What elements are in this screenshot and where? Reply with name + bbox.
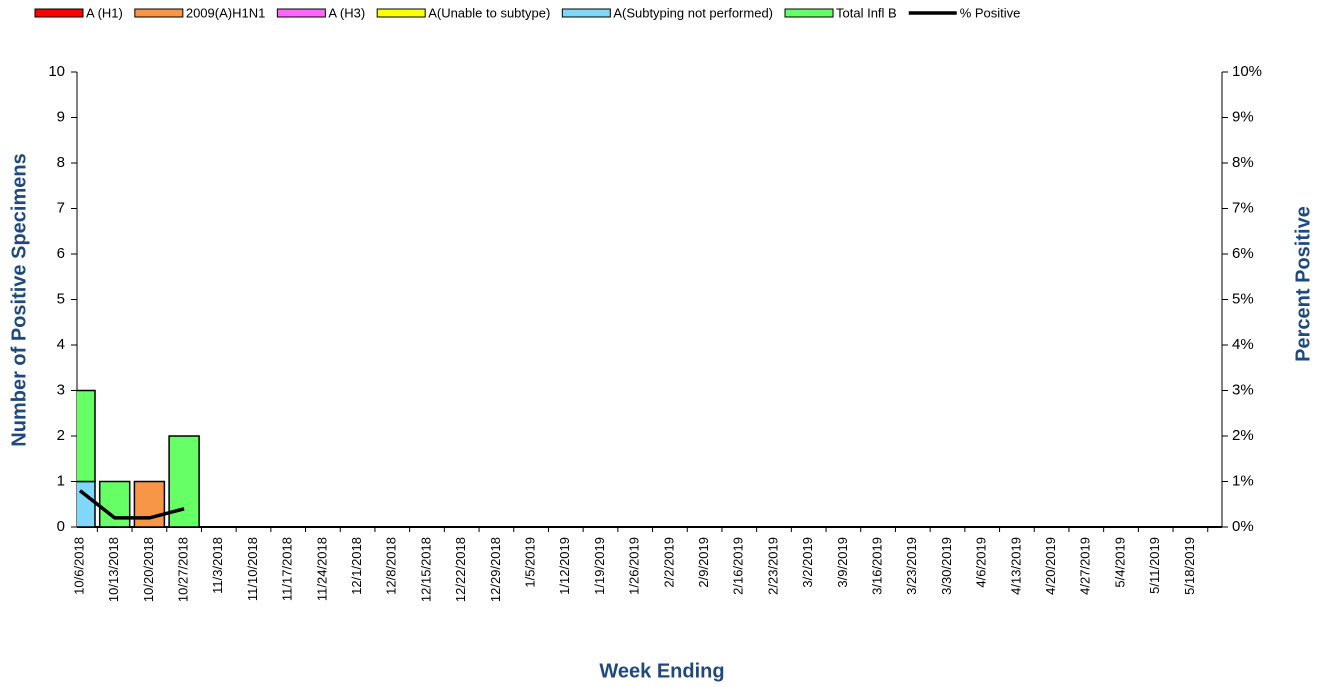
x-tick-label: 3/30/2019 [939, 537, 954, 595]
x-tick-label: 12/1/2018 [349, 537, 364, 595]
y2-tick-label: 1% [1232, 472, 1254, 489]
y-tick-label: 3 [57, 381, 65, 398]
x-tick-label: 5/18/2019 [1182, 537, 1197, 595]
y-tick-label: 5 [57, 290, 65, 307]
legend-swatch [784, 8, 834, 18]
y-tick-label: 2 [57, 427, 65, 444]
y2-tick-label: 10% [1232, 63, 1262, 80]
x-tick-label: 5/11/2019 [1147, 537, 1162, 594]
x-tick-label: 5/4/2019 [1112, 537, 1127, 588]
legend-swatch [134, 8, 184, 18]
x-tick-label: 1/26/2019 [627, 537, 642, 595]
legend-label: A (H3) [328, 5, 365, 20]
legend-label: 2009(A)H1N1 [186, 5, 266, 20]
y2-tick-label: 5% [1232, 290, 1254, 307]
legend-swatch [276, 8, 326, 18]
bar-segment [133, 480, 166, 528]
x-tick-label: 4/27/2019 [1078, 537, 1093, 595]
x-tick-label: 2/16/2019 [731, 537, 746, 595]
x-tick-label: 2/9/2019 [696, 537, 711, 588]
legend-swatch [34, 8, 84, 18]
bar-segment [77, 480, 96, 528]
legend-label: A(Subtyping not performed) [613, 5, 773, 20]
y-tick-label: 8 [57, 154, 65, 171]
x-tick-label: 4/6/2019 [974, 537, 989, 588]
x-tick-label: 2/23/2019 [765, 537, 780, 595]
legend-label: Total Infl B [836, 5, 897, 20]
x-tick-label: 11/24/2018 [314, 537, 329, 601]
y-tick-label: 9 [57, 108, 65, 125]
plot-area [77, 389, 200, 528]
x-tick-label: 3/9/2019 [835, 537, 850, 588]
bar-segment [98, 480, 131, 528]
x-tick-label: 10/20/2018 [141, 537, 156, 602]
line [78, 489, 185, 520]
x-tick-label: 11/17/2018 [280, 537, 295, 601]
x-tick-label: 10/13/2018 [106, 537, 121, 602]
y2-axis-title: Percent Positive [1292, 206, 1314, 362]
x-tick-label: 11/3/2018 [210, 537, 225, 594]
x-tick-label: 1/5/2019 [523, 537, 538, 588]
x-tick-label: 4/13/2019 [1008, 537, 1023, 595]
x-tick-label: 3/23/2019 [904, 537, 919, 595]
x-tick-label: 2/2/2019 [661, 537, 676, 588]
y-axis-title: Number of Positive Specimens [8, 153, 30, 446]
y2-tick-label: 8% [1232, 154, 1254, 171]
y-tick-label: 6 [57, 245, 65, 262]
x-tick-label: 3/16/2019 [870, 537, 885, 595]
x-tick-label: 11/10/2018 [245, 537, 260, 601]
x-tick-label: 10/27/2018 [176, 537, 191, 602]
bar-segment [77, 389, 96, 483]
y-tick-label: 10 [48, 63, 65, 80]
x-tick-label: 10/6/2018 [71, 537, 86, 595]
y2-tick-label: 6% [1232, 245, 1254, 262]
x-tick-label: 1/12/2019 [557, 537, 572, 595]
x-tick-label: 12/29/2018 [488, 537, 503, 602]
x-tick-label: 1/19/2019 [592, 537, 607, 595]
y-tick-label: 1 [57, 472, 65, 489]
legend-label: % Positive [960, 5, 1021, 20]
y2-tick-label: 4% [1232, 336, 1254, 353]
y2-tick-label: 2% [1232, 427, 1254, 444]
y-tick-label: 7 [57, 199, 65, 216]
x-tick-label: 4/20/2019 [1043, 537, 1058, 595]
x-tick-label: 12/22/2018 [453, 537, 468, 602]
y2-tick-label: 0% [1232, 518, 1254, 535]
y2-tick-label: 7% [1232, 199, 1254, 216]
x-tick-label: 12/8/2018 [384, 537, 399, 595]
x-tick-label: 3/2/2019 [800, 537, 815, 588]
legend-label: A (H1) [86, 5, 123, 20]
y-tick-label: 0 [57, 518, 65, 535]
legend-swatch [376, 8, 426, 18]
legend-swatch [561, 8, 611, 18]
x-axis-title: Week Ending [599, 660, 724, 682]
y2-tick-label: 3% [1232, 381, 1254, 398]
y-tick-label: 4 [57, 336, 65, 353]
x-tick-label: 12/15/2018 [418, 537, 433, 602]
y2-tick-label: 9% [1232, 108, 1254, 125]
legend-label: A(Unable to subtype) [428, 5, 550, 20]
